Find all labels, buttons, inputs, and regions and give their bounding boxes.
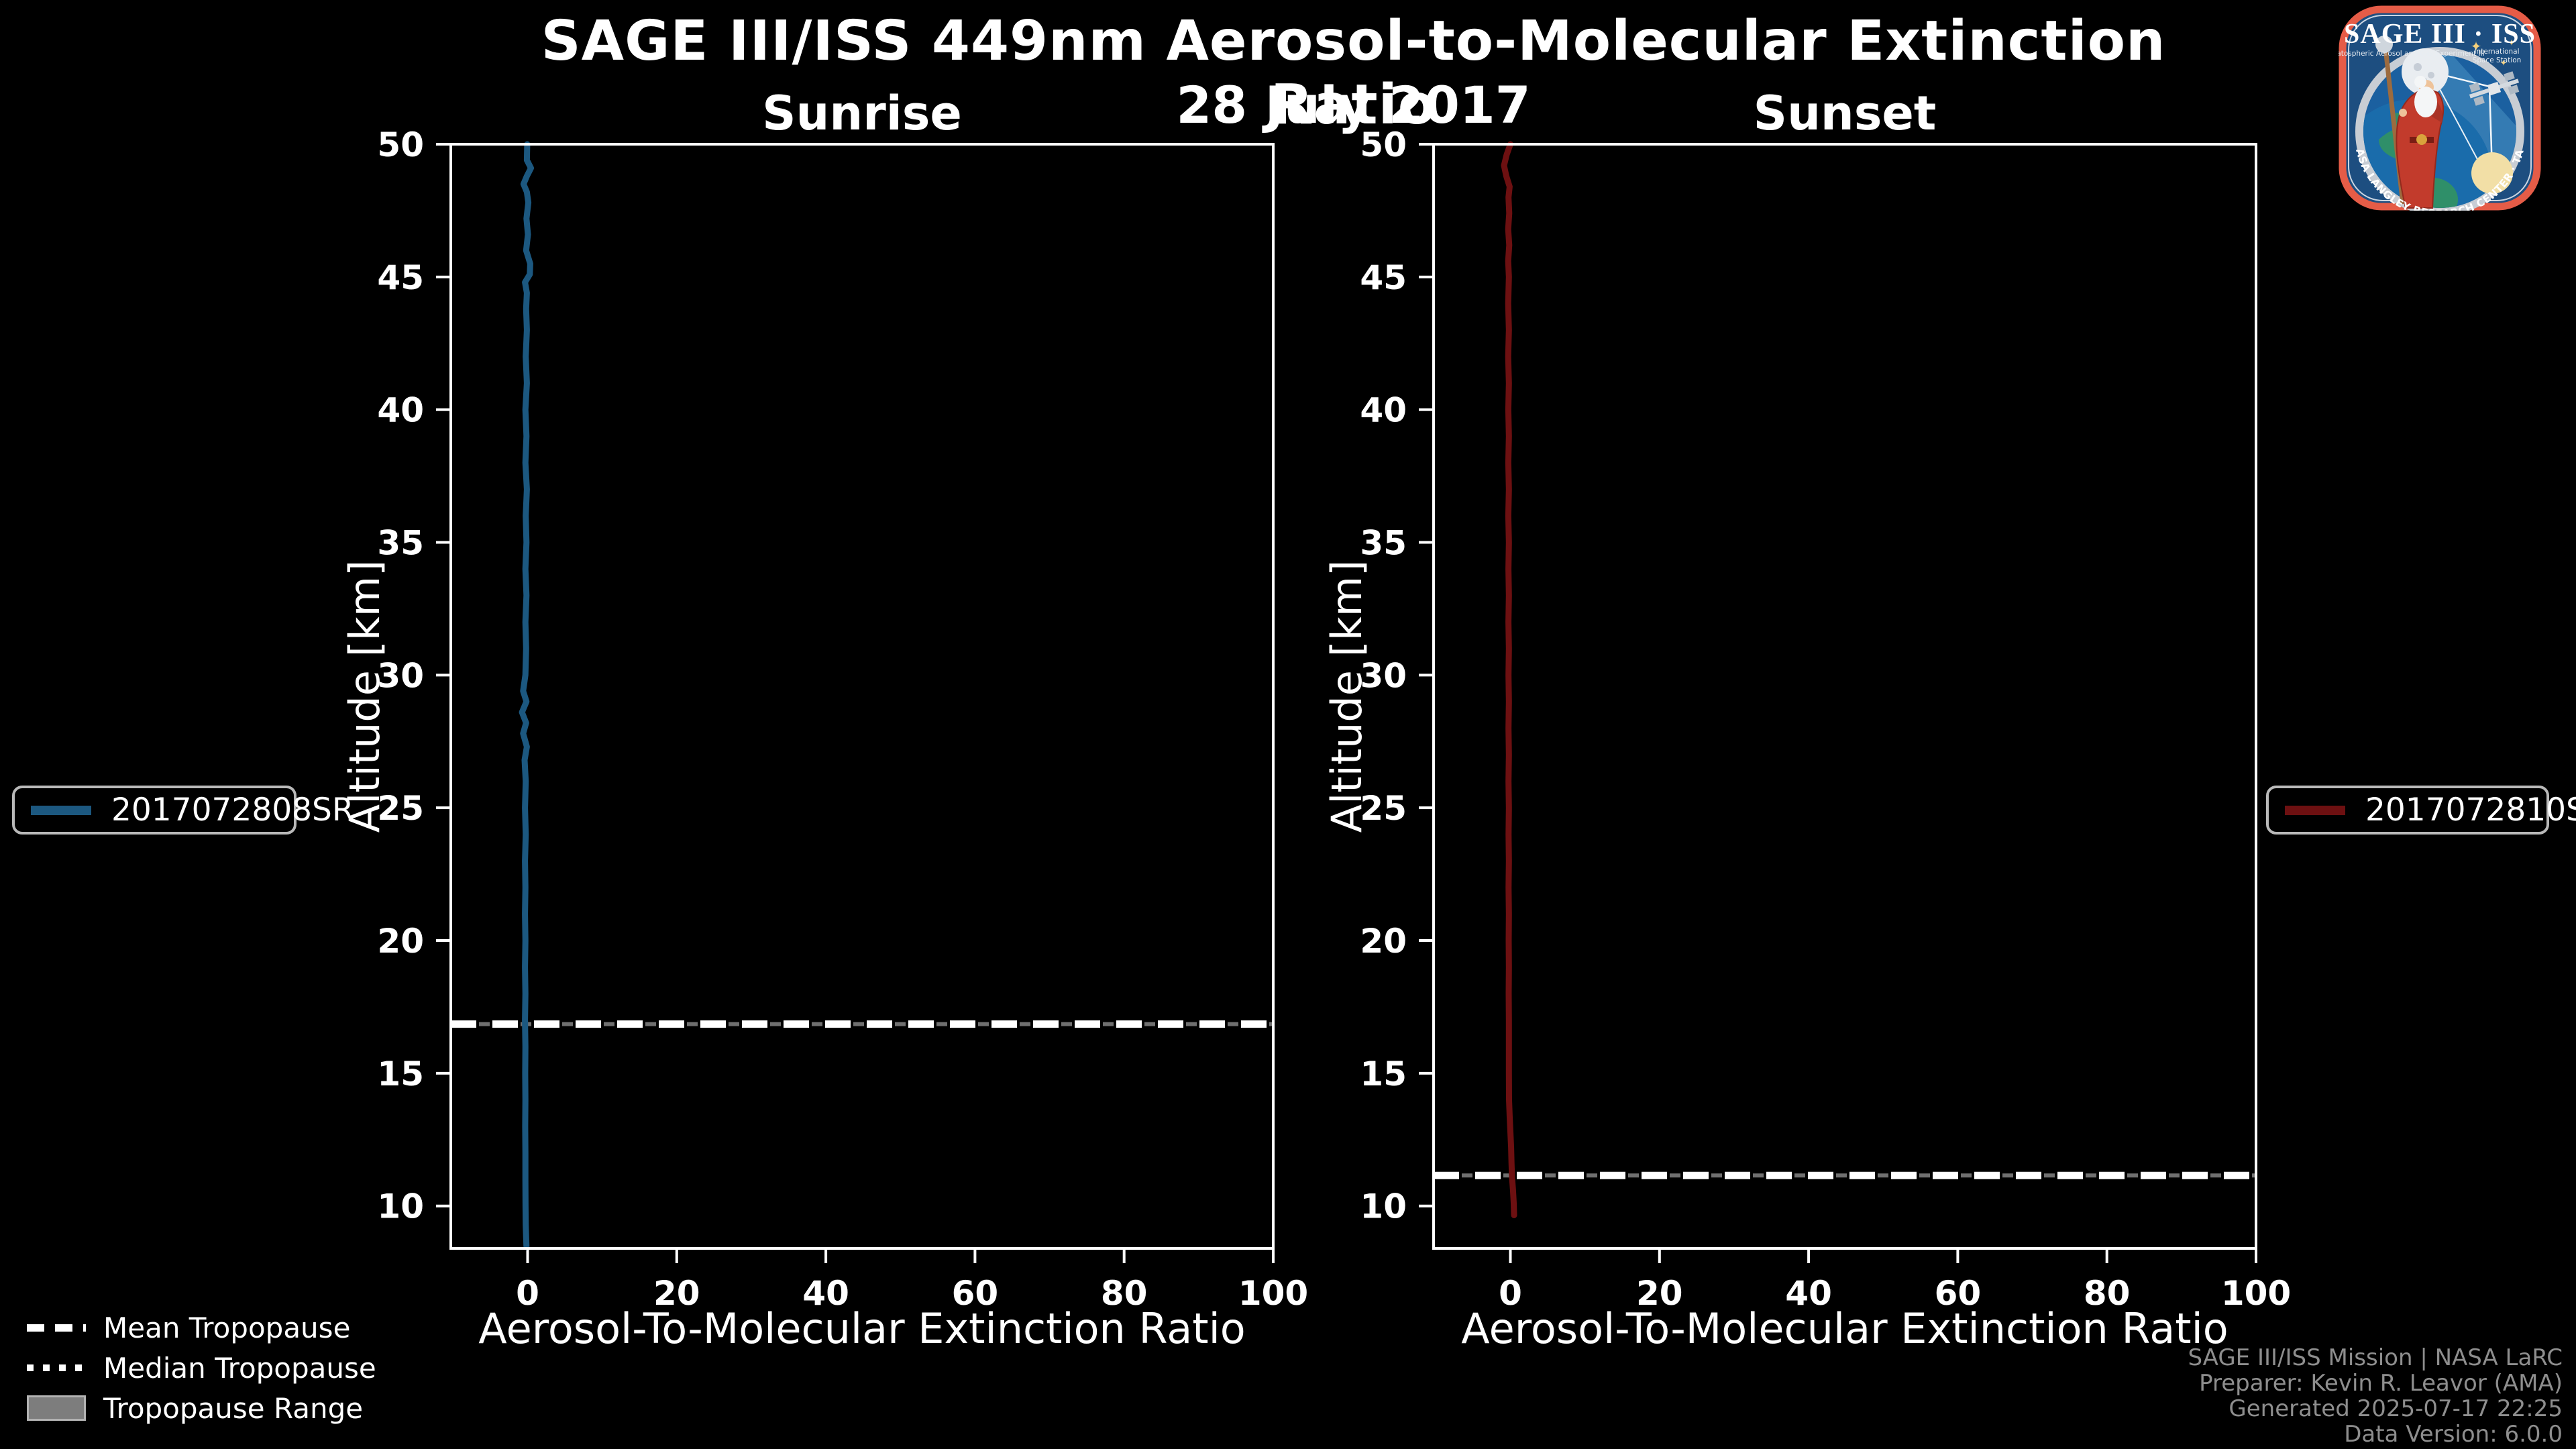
father-time-figure xyxy=(2375,36,2445,209)
y-tick-label: 10 xyxy=(377,1187,424,1226)
x-tick-label: 80 xyxy=(1101,1274,1148,1313)
star-icon: ✦ xyxy=(2500,58,2508,68)
sunrise-legend: 2017072808SR xyxy=(12,786,354,835)
y-tick-label: 15 xyxy=(377,1055,424,1093)
moon xyxy=(2402,48,2449,95)
sunset-legend: 2017072810SS xyxy=(2266,786,2576,835)
x-tick-label: 40 xyxy=(802,1274,849,1313)
y-tick-label: 25 xyxy=(377,789,424,828)
sunset-x-axis-label: Aerosol-To-Molecular Extinction Ratio xyxy=(1461,1304,2229,1353)
legend-item-tropopause-range: Tropopause Range xyxy=(27,1388,376,1428)
y-tick-label: 50 xyxy=(377,125,424,164)
y-tick-label: 10 xyxy=(1360,1187,1407,1226)
sunrise-x-axis-label: Aerosol-To-Molecular Extinction Ratio xyxy=(478,1304,1246,1353)
y-tick-label: 45 xyxy=(377,258,424,297)
x-tick-label: 20 xyxy=(1636,1274,1683,1313)
x-tick-label: 80 xyxy=(2084,1274,2131,1313)
tropopause-legend: Mean Tropopause Median Tropopause Tropop… xyxy=(27,1307,376,1428)
patch-subtitle-right-2: Space Station xyxy=(2473,56,2522,64)
panel-title-sunset: Sunset xyxy=(1753,86,1937,141)
mission-patch-logo: ✦ ✦ ✦ SAGE III · ISS Stratospheric Aeros… xyxy=(2339,5,2541,211)
star-icon: ✦ xyxy=(2471,38,2482,54)
legend-label: Tropopause Range xyxy=(103,1391,364,1425)
y-tick-label: 20 xyxy=(1360,922,1407,961)
figure-date: 28 July 2017 xyxy=(1176,75,1531,135)
figure-title: SAGE III/ISS 449nm Aerosol-to-Molecular … xyxy=(541,9,2166,137)
sunrise-event-id: 2017072808SR xyxy=(111,792,354,828)
panel-title-sunrise: Sunrise xyxy=(762,86,962,141)
dashed-line-swatch xyxy=(27,1324,86,1332)
legend-label: Median Tropopause xyxy=(103,1351,376,1385)
x-tick-label: 40 xyxy=(1785,1274,1832,1313)
sunset-y-axis-label: Altitude [km] xyxy=(1322,559,1371,833)
sunset-line-swatch xyxy=(2285,805,2345,815)
filled-range-swatch xyxy=(27,1395,86,1421)
x-tick-label: 100 xyxy=(2221,1274,2291,1313)
x-tick-label: 60 xyxy=(1935,1274,1982,1313)
x-tick-label: 0 xyxy=(516,1274,539,1313)
credits-mission: SAGE III/ISS Mission | NASA LaRC xyxy=(2188,1344,2563,1371)
sunset-event-id: 2017072810SS xyxy=(2365,792,2576,828)
sunset-plot-frame xyxy=(1432,143,2257,1250)
sunset-plot: 0 20 40 60 80 100 10 15 20 25 30 35 40 45 50 xyxy=(1360,125,2291,1313)
y-tick-label: 35 xyxy=(1360,524,1407,563)
credits-preparer: Preparer: Kevin R. Leavor (AMA) xyxy=(2199,1370,2563,1397)
sunrise-plot: 0 20 40 60 80 100 10 15 20 25 30 35 40 45 50 xyxy=(377,125,1308,1313)
credits-data-version: Data Version: 6.0.0 xyxy=(2344,1421,2563,1448)
credits-block: SAGE III/ISS Mission | NASA LaRC Prepare… xyxy=(2188,1345,2563,1447)
star-icon: ✦ xyxy=(2508,38,2516,48)
legend-item-median-tropopause: Median Tropopause xyxy=(27,1348,376,1388)
patch-subtitle-left: Stratospheric Aerosol and Gas Experiment… xyxy=(2339,50,2485,58)
y-tick-label: 20 xyxy=(377,922,424,961)
patch-title: SAGE III · ISS xyxy=(2344,19,2536,50)
sunrise-y-axis-label: Altitude [km] xyxy=(340,559,389,833)
y-tick-label: 35 xyxy=(377,524,424,563)
legend-item-mean-tropopause: Mean Tropopause xyxy=(27,1307,376,1348)
y-tick-label: 40 xyxy=(377,391,424,430)
y-tick-label: 50 xyxy=(1360,125,1407,164)
sun xyxy=(2471,152,2513,194)
patch-subtitle-right-1: International xyxy=(2474,48,2519,56)
sunset-profile-line xyxy=(1501,141,1517,1218)
dotted-line-swatch xyxy=(27,1364,86,1371)
y-tick-label: 40 xyxy=(1360,391,1407,430)
y-tick-label: 30 xyxy=(377,656,424,695)
y-tick-label: 30 xyxy=(1360,656,1407,695)
sunrise-line-swatch xyxy=(31,805,91,815)
y-tick-label: 15 xyxy=(1360,1055,1407,1093)
legend-label: Mean Tropopause xyxy=(103,1311,351,1344)
y-tick-label: 45 xyxy=(1360,258,1407,297)
x-tick-label: 60 xyxy=(952,1274,999,1313)
x-tick-label: 0 xyxy=(1499,1274,1522,1313)
sunrise-profile-line xyxy=(519,141,534,1250)
iss xyxy=(2469,71,2520,106)
sunrise-plot-frame xyxy=(449,143,1275,1250)
x-tick-label: 20 xyxy=(653,1274,700,1313)
y-tick-label: 25 xyxy=(1360,789,1407,828)
x-tick-label: 100 xyxy=(1238,1274,1308,1313)
credits-generated: Generated 2025-07-17 22:25 xyxy=(2229,1395,2563,1422)
